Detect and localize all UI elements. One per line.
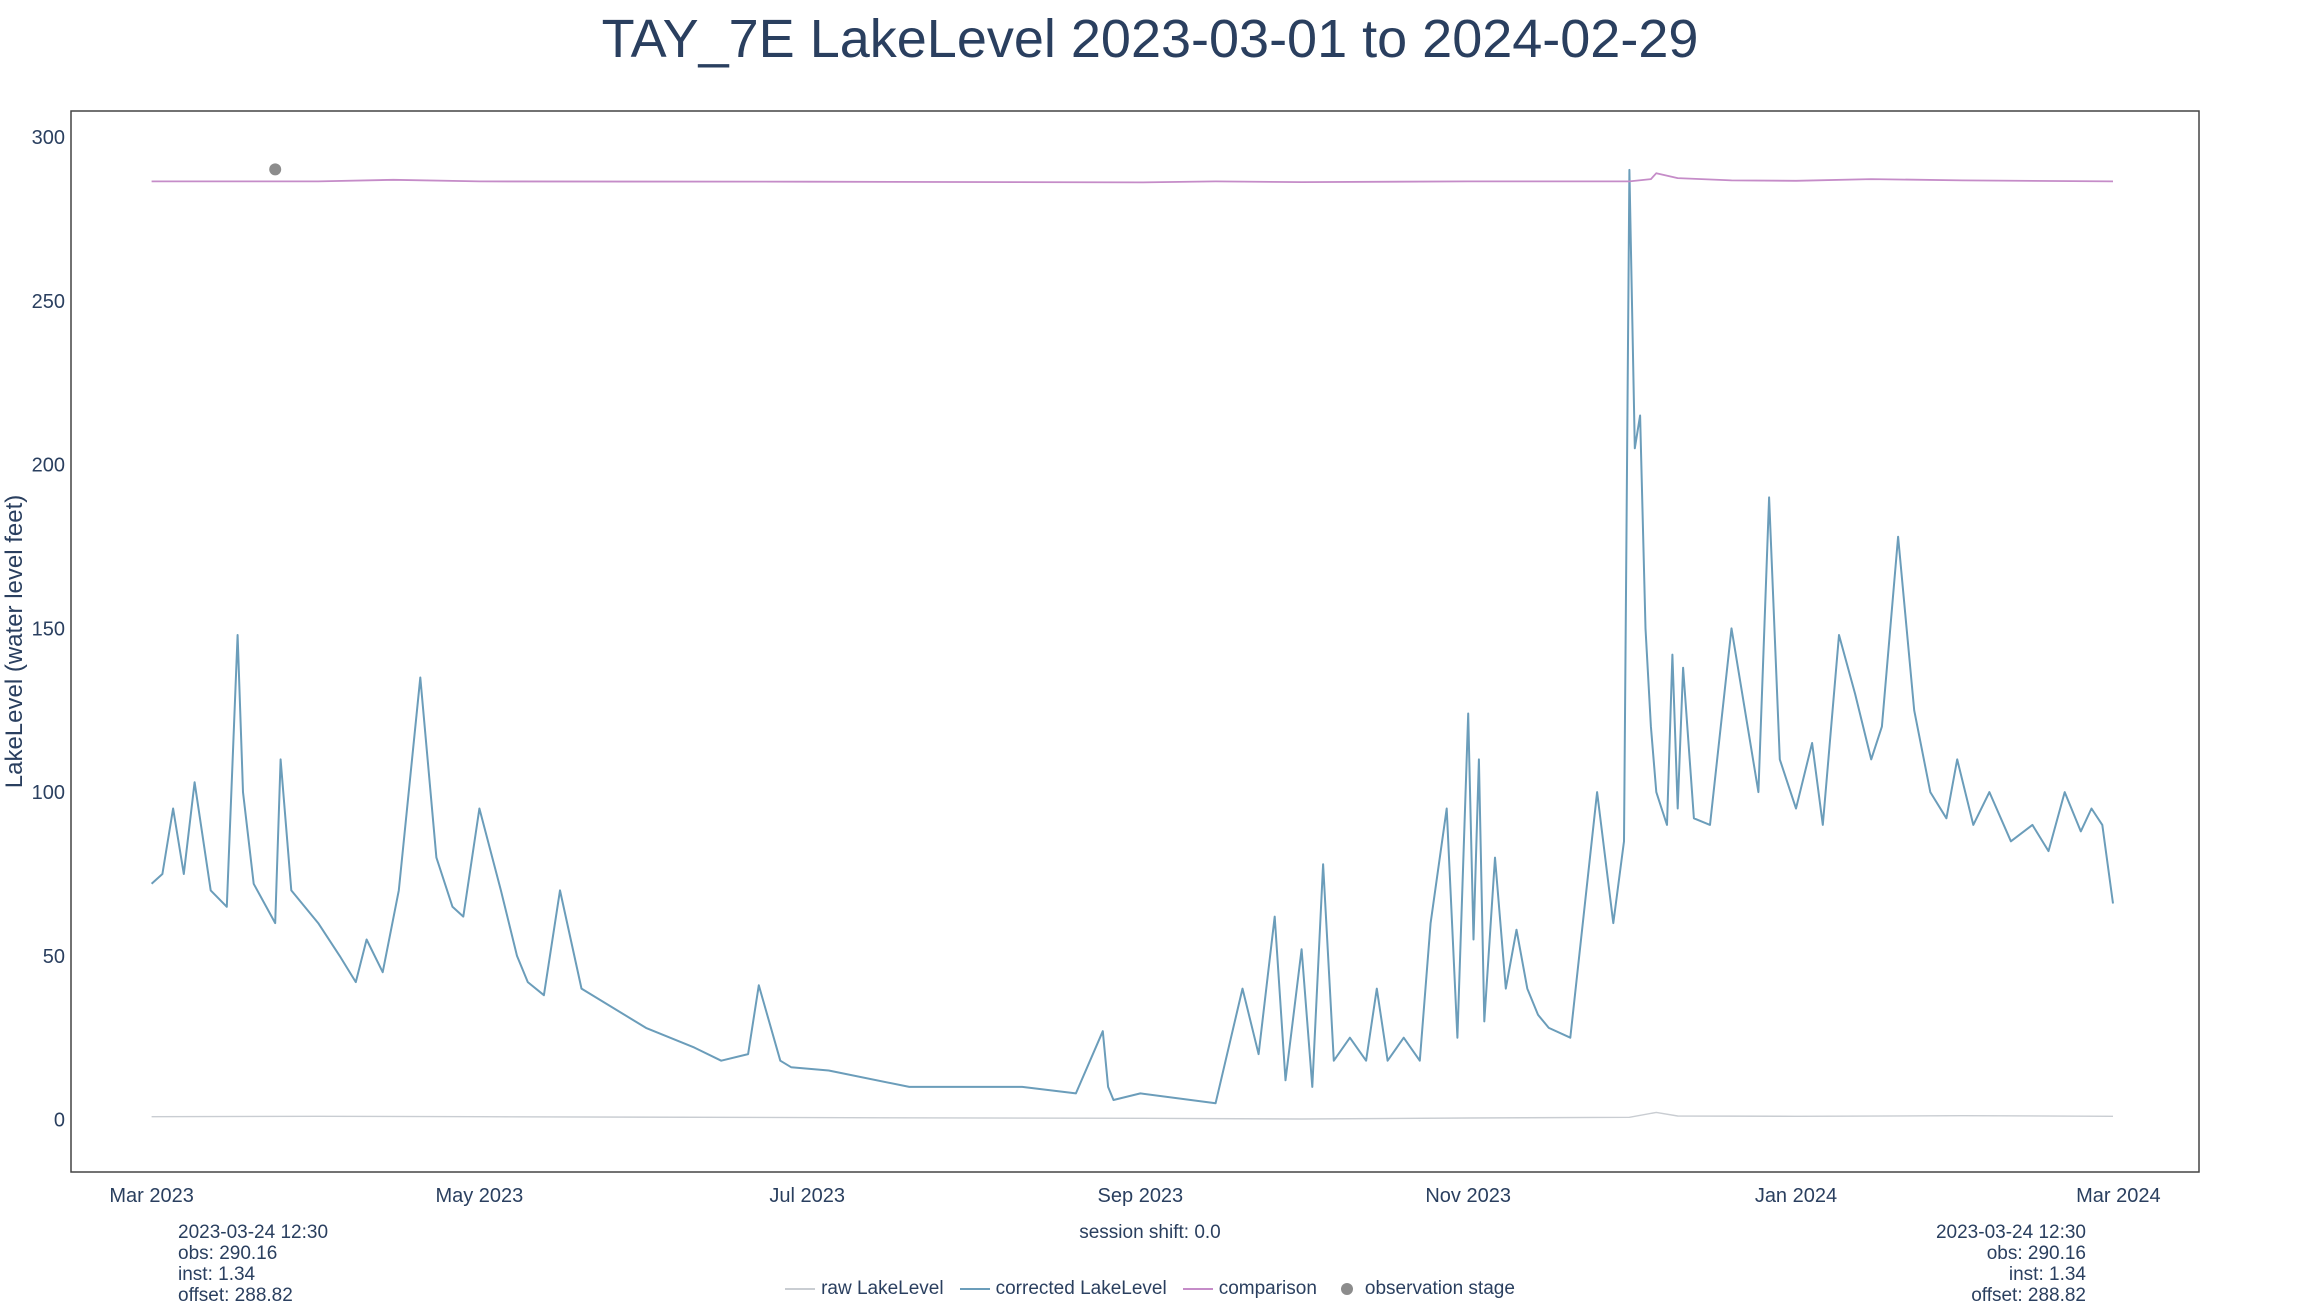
x-tick-label: Mar 2023 [109, 1185, 194, 1207]
legend-swatch-raw [785, 1288, 816, 1290]
x-tick-label: Jul 2023 [769, 1185, 845, 1207]
y-tick-label: 200 [32, 455, 65, 477]
legend-label-raw: raw LakeLevel [821, 1278, 944, 1299]
y-tick-label: 150 [32, 618, 65, 640]
info-left-time: 2023-03-24 12:30 [178, 1222, 329, 1243]
x-tick-label: Sep 2023 [1098, 1185, 1184, 1207]
info-right-inst: inst: 1.34 [2008, 1264, 2086, 1285]
y-tick-label: 0 [54, 1110, 65, 1132]
observation-point[interactable] [269, 163, 282, 176]
legend-item-comparison[interactable]: comparison [1182, 1278, 1317, 1300]
y-tick-label: 300 [32, 127, 65, 149]
series-comparison[interactable] [151, 172, 2114, 184]
series-corrected-lakelevel[interactable] [150, 168, 2114, 1105]
legend-swatch-observation [1340, 1283, 1353, 1295]
y-axis-title: LakeLevel (water level feet) [1, 495, 28, 788]
legend-swatch-corrected [959, 1288, 990, 1290]
x-tick-label: Jan 2024 [1755, 1185, 1837, 1207]
legend-swatch-comparison [1182, 1288, 1213, 1290]
chart-title: TAY_7E LakeLevel 2023-03-01 to 2024-02-2… [601, 9, 1699, 69]
session-shift-label: session shift: 0.0 [1079, 1222, 1221, 1243]
series-layer [150, 163, 2114, 1120]
plot-frame [70, 110, 2200, 1173]
axis-layer: 0 50 100 150 200 250 300 Mar 2023 May 2023 Jul 20… [1, 110, 2200, 1207]
legend-item-raw[interactable]: raw LakeLevel [785, 1278, 944, 1300]
legend-item-observation[interactable]: observation stage [1333, 1278, 1515, 1300]
legend: raw LakeLevel corrected LakeLevel compar… [0, 1278, 2300, 1300]
hover-info-left: 2023-03-24 12:30 obs: 290.16 inst: 1.34 … [178, 1222, 328, 1306]
legend-item-corrected[interactable]: corrected LakeLevel [959, 1278, 1167, 1300]
series-raw-lakelevel[interactable] [151, 1111, 2114, 1120]
legend-label-observation: observation stage [1364, 1278, 1515, 1299]
info-left-inst: inst: 1.34 [178, 1264, 256, 1285]
x-tick-label: Mar 2024 [2076, 1185, 2161, 1207]
y-tick-label: 50 [43, 946, 65, 968]
x-tick-label: Nov 2023 [1425, 1185, 1511, 1207]
legend-label-corrected: corrected LakeLevel [995, 1278, 1167, 1299]
y-tick-label: 100 [32, 782, 65, 804]
info-right-time: 2023-03-24 12:30 [1935, 1222, 2086, 1243]
legend-label-comparison: comparison [1218, 1278, 1317, 1299]
info-right-obs: obs: 290.16 [1986, 1243, 2086, 1264]
info-left-obs: obs: 290.16 [178, 1243, 278, 1264]
x-tick-label: May 2023 [435, 1185, 523, 1207]
y-tick-label: 250 [32, 291, 65, 313]
